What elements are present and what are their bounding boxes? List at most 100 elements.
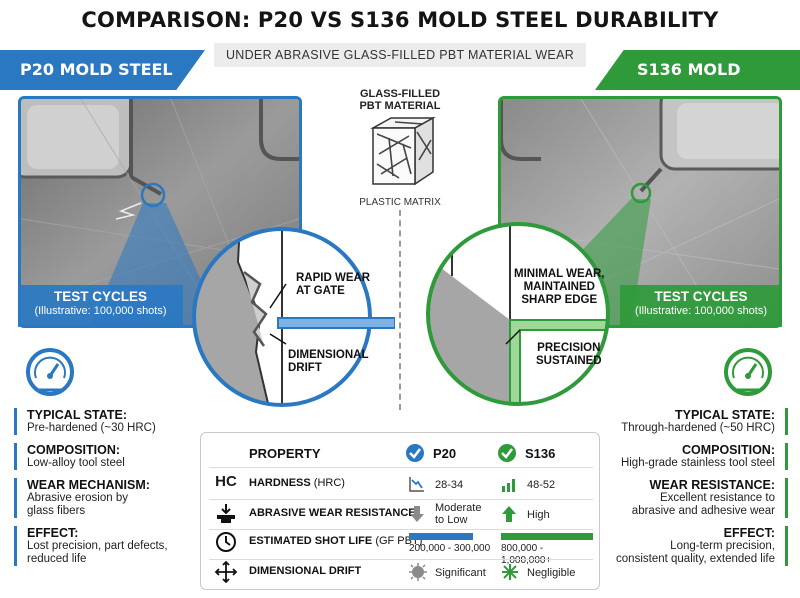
p20-shot-life: 200,000 - 300,000 [409, 543, 491, 554]
s136-composition: COMPOSITION: High-grade stainless tool s… [600, 443, 788, 470]
stat-value: High-grade stainless tool steel [620, 457, 775, 469]
stat-value: abrasive and adhesive wear [631, 505, 775, 517]
stat-value: Low-alloy tool steel [27, 457, 125, 469]
dimensional-drift-callout: DIMENSIONAL DRIFT [288, 349, 369, 375]
p20-check-icon [406, 444, 424, 462]
p20-banner: P20 MOLD STEEL [0, 50, 205, 90]
s136-drift: Negligible [527, 567, 576, 579]
stat-value: Lost precision, part defects, [27, 540, 168, 552]
stat-value: reduced life [27, 553, 87, 565]
property-unit: (HRC) [313, 477, 345, 489]
s136-check-icon [498, 444, 516, 462]
table-divider [209, 529, 593, 530]
clock-icon [216, 532, 236, 552]
stat-key: TYPICAL STATE: [27, 408, 127, 422]
rapid-wear-line-1: RAPID WEAR [296, 272, 371, 284]
s136-test-cycles-sub: (Illustrative: 100,000 shots) [634, 305, 768, 317]
p20-drift: Significant [435, 567, 486, 579]
p20-test-cycles: TEST CYCLES (Illustrative: 100,000 shots… [18, 285, 183, 327]
row-property: HARDNESS (HRC) [249, 477, 345, 489]
stat-key: TYPICAL STATE: [675, 408, 775, 422]
stat-value: Excellent resistance to [659, 492, 775, 504]
star-icon [502, 564, 518, 580]
table-row: ABRASIVE WEAR RESISTANCE Moderate to Low… [209, 499, 593, 529]
rapid-wear-callout: RAPID WEAR AT GATE [296, 272, 370, 298]
up-arrow-icon [502, 506, 516, 522]
stat-key: EFFECT: [723, 526, 775, 540]
s136-effect: EFFECT: Long-term precision, consistent … [600, 526, 788, 566]
stat-value: Through-hardened (~50 HRC) [621, 422, 775, 434]
drift-line-2: DRIFT [288, 362, 322, 374]
stat-key: WEAR RESISTANCE: [649, 478, 775, 492]
page-subtitle: UNDER ABRASIVE GLASS-FILLED PBT MATERIAL… [214, 43, 586, 67]
table-row: DIMENSIONAL DRIFT Significant Negligible [209, 557, 593, 587]
s136-magnified-gate [426, 222, 610, 406]
header-p20: P20 [433, 446, 457, 461]
stat-key: COMPOSITION: [27, 443, 121, 457]
property-name: ESTIMATED SHOT LIFE [249, 535, 373, 547]
minimal-wear-line-1: MINIMAL WEAR, [514, 268, 605, 280]
p20-magnified-gate [192, 227, 395, 407]
down-arrow-icon [410, 506, 424, 522]
s136-wear-resistance: WEAR RESISTANCE: Excellent resistance to… [600, 478, 788, 518]
burst-icon [409, 563, 427, 581]
property-name: DIMENSIONAL DRIFT [249, 565, 362, 577]
p20-stats: TYPICAL STATE: Pre-hardened (~30 HRC) CO… [14, 408, 202, 574]
row-property: DIMENSIONAL DRIFT [249, 565, 361, 577]
drift-line-1: DIMENSIONAL [288, 349, 369, 361]
header-s136: S136 [525, 446, 556, 461]
s136-life-bar [501, 533, 593, 540]
p20-hardness: 28-34 [435, 479, 464, 491]
p20-test-cycles-title: TEST CYCLES [53, 289, 147, 304]
table-row: ESTIMATED SHOT LIFE (GF PBT) 200,000 - 3… [209, 527, 593, 566]
p20-effect: EFFECT: Lost precision, part defects, re… [14, 526, 202, 566]
p20-gauge-icon [26, 348, 74, 396]
row-property: ESTIMATED SHOT LIFE (GF PBT) [249, 535, 422, 547]
bars-up-icon [502, 479, 515, 492]
p20-life-bar [409, 533, 473, 540]
minimal-wear-line-3: SHARP EDGE [521, 294, 598, 306]
rapid-wear-line-2: AT GATE [296, 285, 345, 297]
stat-key: COMPOSITION: [681, 443, 775, 457]
stat-key: WEAR MECHANISM: [27, 478, 150, 492]
header-property: PROPERTY [249, 446, 321, 461]
table-divider [209, 559, 593, 560]
p20-wear-mechanism: WEAR MECHANISM: Abrasive erosion by glas… [14, 478, 202, 518]
s136-shot-life: 800,000 - 1,000,000+ [501, 543, 552, 566]
table-header: PROPERTY P20 S136 [209, 437, 593, 467]
material-label-1: GLASS-FILLED [359, 88, 441, 100]
cell-line: Moderate [435, 502, 482, 514]
cell-line: to Low [435, 514, 468, 526]
pbt-material-block: GLASS-FILLED PBT MATERIAL PLASTIC MATRIX [337, 88, 463, 208]
stat-value: glass fibers [27, 505, 86, 517]
minimal-wear-line-2: MAINTAINED [523, 281, 595, 293]
material-label-2: PBT MATERIAL [359, 100, 441, 112]
s136-hardness: 48-52 [527, 479, 556, 491]
comparison-table: PROPERTY P20 S136 HC HARDNESS (HRC) 28-3… [200, 432, 600, 590]
precision-line-2: SUSTAINED [536, 355, 602, 367]
p20-typical-state: TYPICAL STATE: Pre-hardened (~30 HRC) [14, 408, 202, 435]
p20-test-cycles-sub: (Illustrative: 100,000 shots) [34, 305, 167, 317]
page-title: COMPARISON: P20 VS S136 MOLD STEEL DURAB… [81, 8, 719, 32]
stat-value: Long-term precision, [670, 540, 775, 552]
precision-line-1: PRECISION [537, 342, 601, 354]
table-row: HC HARDNESS (HRC) 28-34 48-52 [209, 469, 593, 499]
precision-callout: PRECISION SUSTAINED [536, 342, 602, 368]
minimal-wear-callout: MINIMAL WEAR, MAINTAINED SHARP EDGE [514, 268, 605, 307]
drift-icon [214, 561, 238, 583]
s136-test-cycles: TEST CYCLES (Illustrative: 100,000 shots… [620, 285, 782, 327]
plastic-matrix-label: PLASTIC MATRIX [359, 197, 441, 208]
stat-value: Abrasive erosion by [27, 492, 128, 504]
s136-gauge-icon [724, 348, 772, 396]
s136-stats: TYPICAL STATE: Through-hardened (~50 HRC… [600, 408, 788, 574]
property-name: HARDNESS [249, 477, 311, 489]
table-divider [209, 499, 593, 500]
stat-key: EFFECT: [27, 526, 79, 540]
s136-banner: S136 MOLD STEEL [595, 50, 800, 90]
s136-wear-resistance: High [527, 509, 550, 521]
stat-value: Pre-hardened (~30 HRC) [27, 422, 156, 434]
s136-typical-state: TYPICAL STATE: Through-hardened (~50 HRC… [600, 408, 788, 435]
table-divider [209, 467, 593, 468]
hc-icon: HC [215, 473, 237, 490]
row-property: ABRASIVE WEAR RESISTANCE [249, 507, 416, 519]
